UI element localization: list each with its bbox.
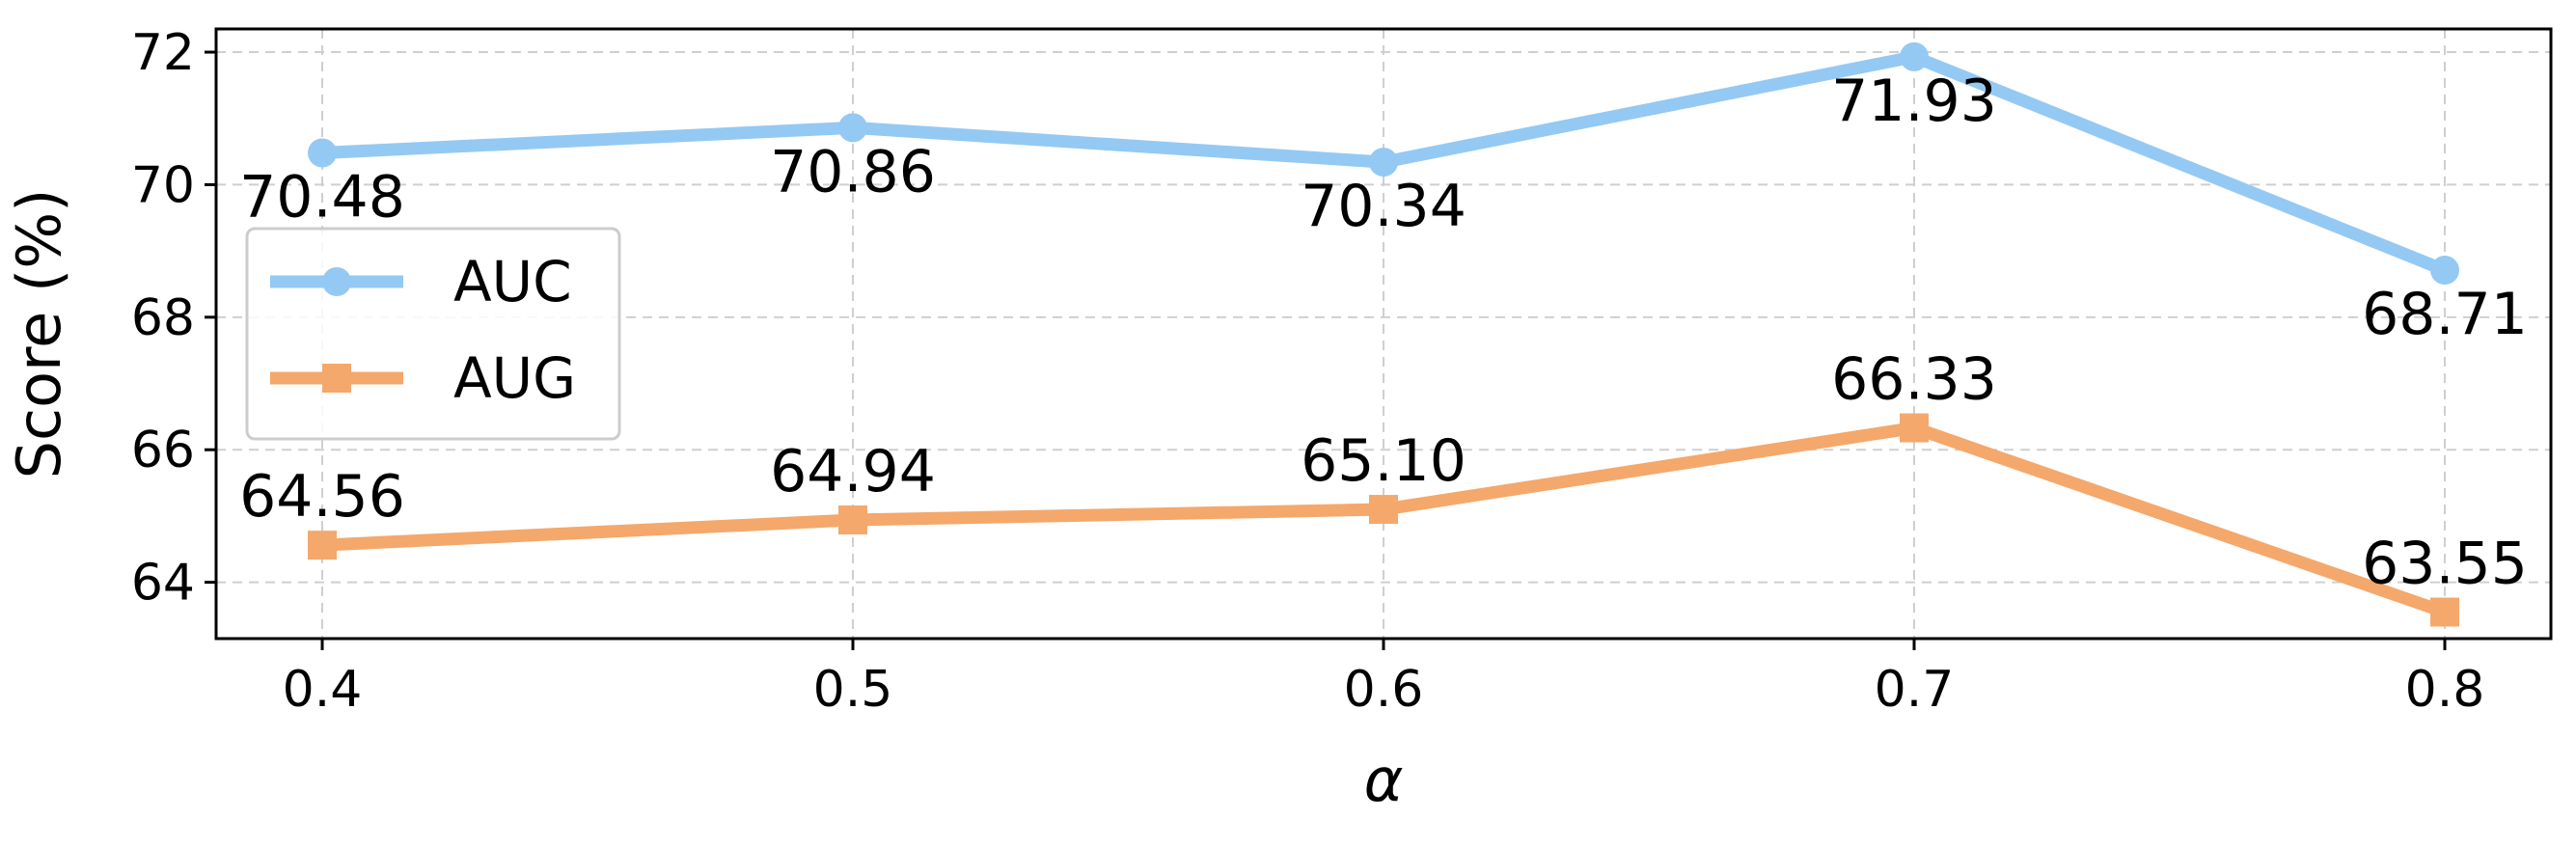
x-tick-label: 0.4 [283,661,363,719]
y-axis-title: Score (%) [4,189,74,479]
aug-point [1369,495,1398,525]
auc-point [1900,41,1929,71]
series-layer [308,41,2459,627]
auc-point [308,138,337,168]
y-tick-label: 66 [131,422,195,479]
aug-legend-marker [322,364,351,393]
aug-point [838,505,867,535]
data-labels: 70.48 70.86 70.34 71.93 68.71 64.56 64.94 65.10… [239,68,2528,598]
grid [216,29,2551,639]
aug-data-label: 64.56 [239,463,405,531]
aug-point [308,531,337,560]
aug-data-label: 66.33 [1831,346,1997,414]
auc-point [1369,148,1398,177]
y-tick-label: 68 [131,289,195,347]
x-axis-title: α [1364,745,1404,815]
y-tick-label: 70 [131,156,195,214]
y-axis-ticks: 64 66 68 70 72 [131,24,216,613]
auc-point [838,113,867,143]
aug-legend-label: AUG [453,345,576,411]
y-tick-label: 72 [131,24,195,82]
auc-data-label: 70.34 [1301,173,1466,240]
legend: AUC AUG [245,227,621,441]
aug-data-label: 64.94 [770,438,936,505]
y-tick-label: 64 [131,555,195,613]
x-tick-label: 0.6 [1344,661,1424,719]
aug-point [1900,413,1929,443]
x-axis-ticks: 0.4 0.5 0.6 0.7 0.8 [283,639,2485,719]
aug-point [2430,597,2459,627]
x-tick-label: 0.7 [1875,661,1955,719]
aug-data-label: 63.55 [2362,531,2528,598]
auc-point [2430,256,2459,286]
auc-legend-label: AUC [453,249,572,314]
auc-data-label: 70.86 [770,138,936,205]
x-tick-label: 0.5 [813,661,893,719]
auc-legend-marker [322,267,351,296]
auc-data-label: 70.48 [239,163,405,231]
auc-data-label: 71.93 [1831,68,1997,135]
x-tick-label: 0.8 [2405,661,2485,719]
aug-data-label: 65.10 [1301,427,1466,495]
auc-data-label: 68.71 [2362,281,2528,348]
